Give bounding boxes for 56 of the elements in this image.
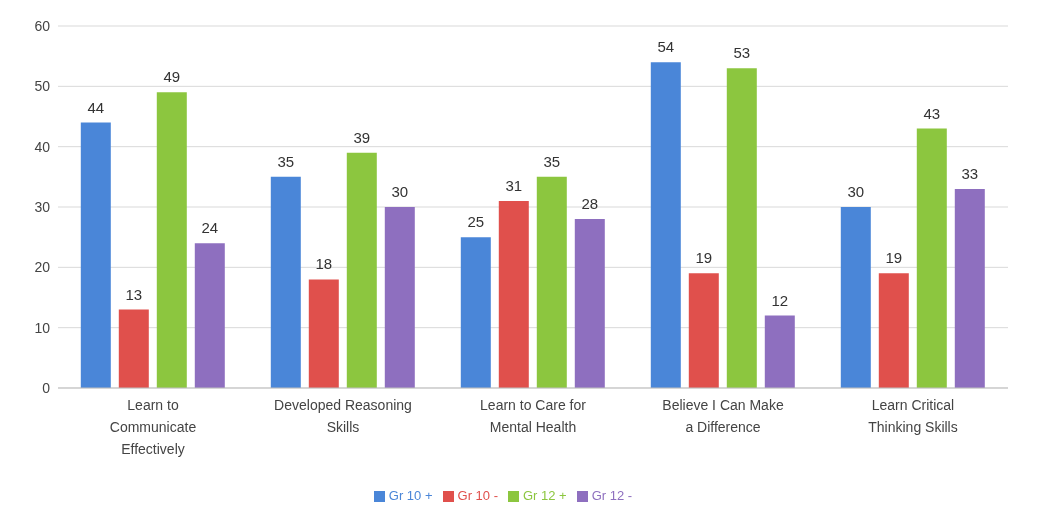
data-label: 53 bbox=[733, 44, 751, 62]
data-label: 19 bbox=[885, 249, 903, 267]
bar bbox=[156, 92, 187, 388]
data-label: 28 bbox=[581, 195, 599, 213]
bar bbox=[954, 188, 985, 388]
bar bbox=[308, 279, 339, 388]
data-label: 24 bbox=[201, 219, 219, 237]
data-label: 30 bbox=[391, 183, 409, 200]
data-label: 12 bbox=[771, 291, 789, 309]
data-label: 35 bbox=[277, 152, 295, 170]
bar bbox=[840, 207, 871, 388]
x-tick-label: Learn Critical Thinking Skills bbox=[868, 397, 958, 435]
data-label: 33 bbox=[961, 164, 979, 182]
data-label: 35 bbox=[543, 152, 561, 170]
bar bbox=[650, 62, 681, 388]
bar bbox=[688, 273, 719, 388]
data-label: 30 bbox=[847, 183, 865, 200]
legend-label: Gr 12 + bbox=[523, 488, 567, 503]
bar bbox=[916, 128, 947, 388]
y-tick-label: 40 bbox=[34, 138, 51, 155]
bar bbox=[878, 273, 909, 388]
bar bbox=[80, 122, 111, 388]
data-label: 18 bbox=[315, 255, 333, 273]
legend-label: Gr 12 - bbox=[591, 488, 633, 503]
x-tick-label: Learn to Communicate Effectively bbox=[109, 397, 197, 457]
bar bbox=[460, 237, 491, 388]
bar bbox=[536, 176, 567, 388]
y-tick-label: 60 bbox=[34, 17, 51, 34]
y-tick-label: 20 bbox=[34, 259, 51, 276]
bar bbox=[118, 309, 149, 388]
data-label: 43 bbox=[923, 104, 941, 122]
data-label: 39 bbox=[353, 128, 371, 146]
x-tick-label: Believe I Can Make a Difference bbox=[662, 397, 784, 435]
bar bbox=[574, 219, 605, 388]
bar bbox=[194, 243, 225, 388]
legend-label: Gr 10 - bbox=[457, 488, 498, 503]
y-tick-label: 50 bbox=[34, 78, 51, 95]
bar bbox=[270, 176, 301, 388]
bar bbox=[498, 200, 529, 388]
data-label: 44 bbox=[87, 98, 105, 116]
bar bbox=[346, 152, 377, 388]
y-tick-label: 30 bbox=[34, 198, 51, 215]
y-tick-label: 0 bbox=[42, 379, 51, 396]
data-label: 54 bbox=[657, 38, 675, 56]
bar bbox=[384, 207, 415, 388]
bar bbox=[726, 68, 757, 388]
y-tick-label: 10 bbox=[34, 319, 51, 336]
data-label: 49 bbox=[163, 68, 181, 86]
data-label: 13 bbox=[125, 285, 143, 303]
bar bbox=[764, 315, 795, 388]
data-label: 31 bbox=[505, 176, 523, 194]
data-label: 19 bbox=[695, 249, 713, 267]
legend-label: Gr 10 + bbox=[388, 488, 433, 503]
x-tick-label: Learn to Care for Mental Health bbox=[480, 397, 587, 435]
data-label: 25 bbox=[467, 213, 485, 231]
x-tick-label: Developed Reasoning Skills bbox=[274, 397, 412, 435]
